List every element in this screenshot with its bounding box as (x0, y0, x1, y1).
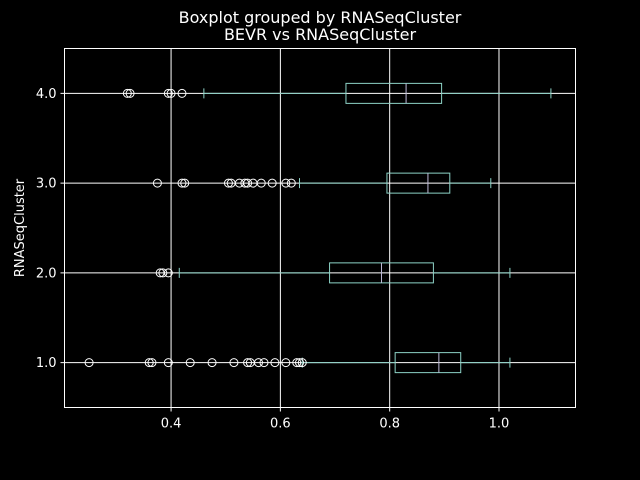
outlier-point (297, 358, 307, 368)
x-tick-label: 0.4 (161, 417, 182, 432)
x-tick-label: 0.6 (270, 417, 291, 432)
y-axis-label: RNASeqCluster (13, 178, 28, 277)
outlier-point (163, 358, 173, 368)
outlier-point (158, 268, 168, 278)
outlier-point (207, 358, 217, 368)
outlier-point (163, 268, 173, 278)
tick-layer: 0.4 0.6 0.8 1.0 1.0 2.0 3.0 4.0 (36, 87, 510, 432)
y-tick-label: 2.0 (36, 266, 57, 281)
outlier-point (281, 178, 291, 188)
outlier-point (122, 88, 132, 98)
chart-subtitle: BEVR vs RNASeqCluster (224, 25, 417, 44)
outlier-point (163, 88, 173, 98)
outlier-point (243, 358, 253, 368)
chart-title: Boxplot grouped by RNASeqCluster (179, 8, 462, 27)
y-tick-label: 3.0 (36, 177, 57, 192)
outlier-point (144, 358, 154, 368)
outlier-point (286, 178, 296, 188)
outlier-point (147, 358, 157, 368)
iqr-box (345, 82, 443, 104)
outlier-point (223, 178, 233, 188)
x-tick-label: 0.8 (379, 417, 400, 432)
outlier-point (267, 178, 277, 188)
box-group-4.0 (122, 82, 552, 104)
outlier-point (180, 178, 190, 188)
box-group-2.0 (155, 262, 511, 284)
outlier-point (177, 88, 187, 98)
outlier-point (229, 358, 239, 368)
x-tick-label: 1.0 (489, 417, 510, 432)
outlier-point (243, 178, 253, 188)
outlier-point (295, 358, 305, 368)
box-group-3.0 (152, 172, 492, 194)
iqr-box (394, 352, 462, 374)
y-tick-label: 4.0 (36, 87, 57, 102)
iqr-box (386, 172, 451, 194)
box-group-1.0 (84, 352, 511, 374)
outlier-point (125, 88, 135, 98)
outlier-point (281, 358, 291, 368)
plot-frame (64, 48, 576, 408)
outlier-point (259, 358, 269, 368)
y-tick-label: 1.0 (36, 356, 57, 371)
outlier-point (256, 178, 266, 188)
outlier-point (254, 358, 264, 368)
outlier-point (270, 358, 280, 368)
outlier-point (292, 358, 302, 368)
outlier-point (152, 178, 162, 188)
outlier-point (177, 178, 187, 188)
outlier-point (84, 358, 94, 368)
outlier-point (185, 358, 195, 368)
box-layer (84, 82, 552, 374)
outlier-point (166, 88, 176, 98)
